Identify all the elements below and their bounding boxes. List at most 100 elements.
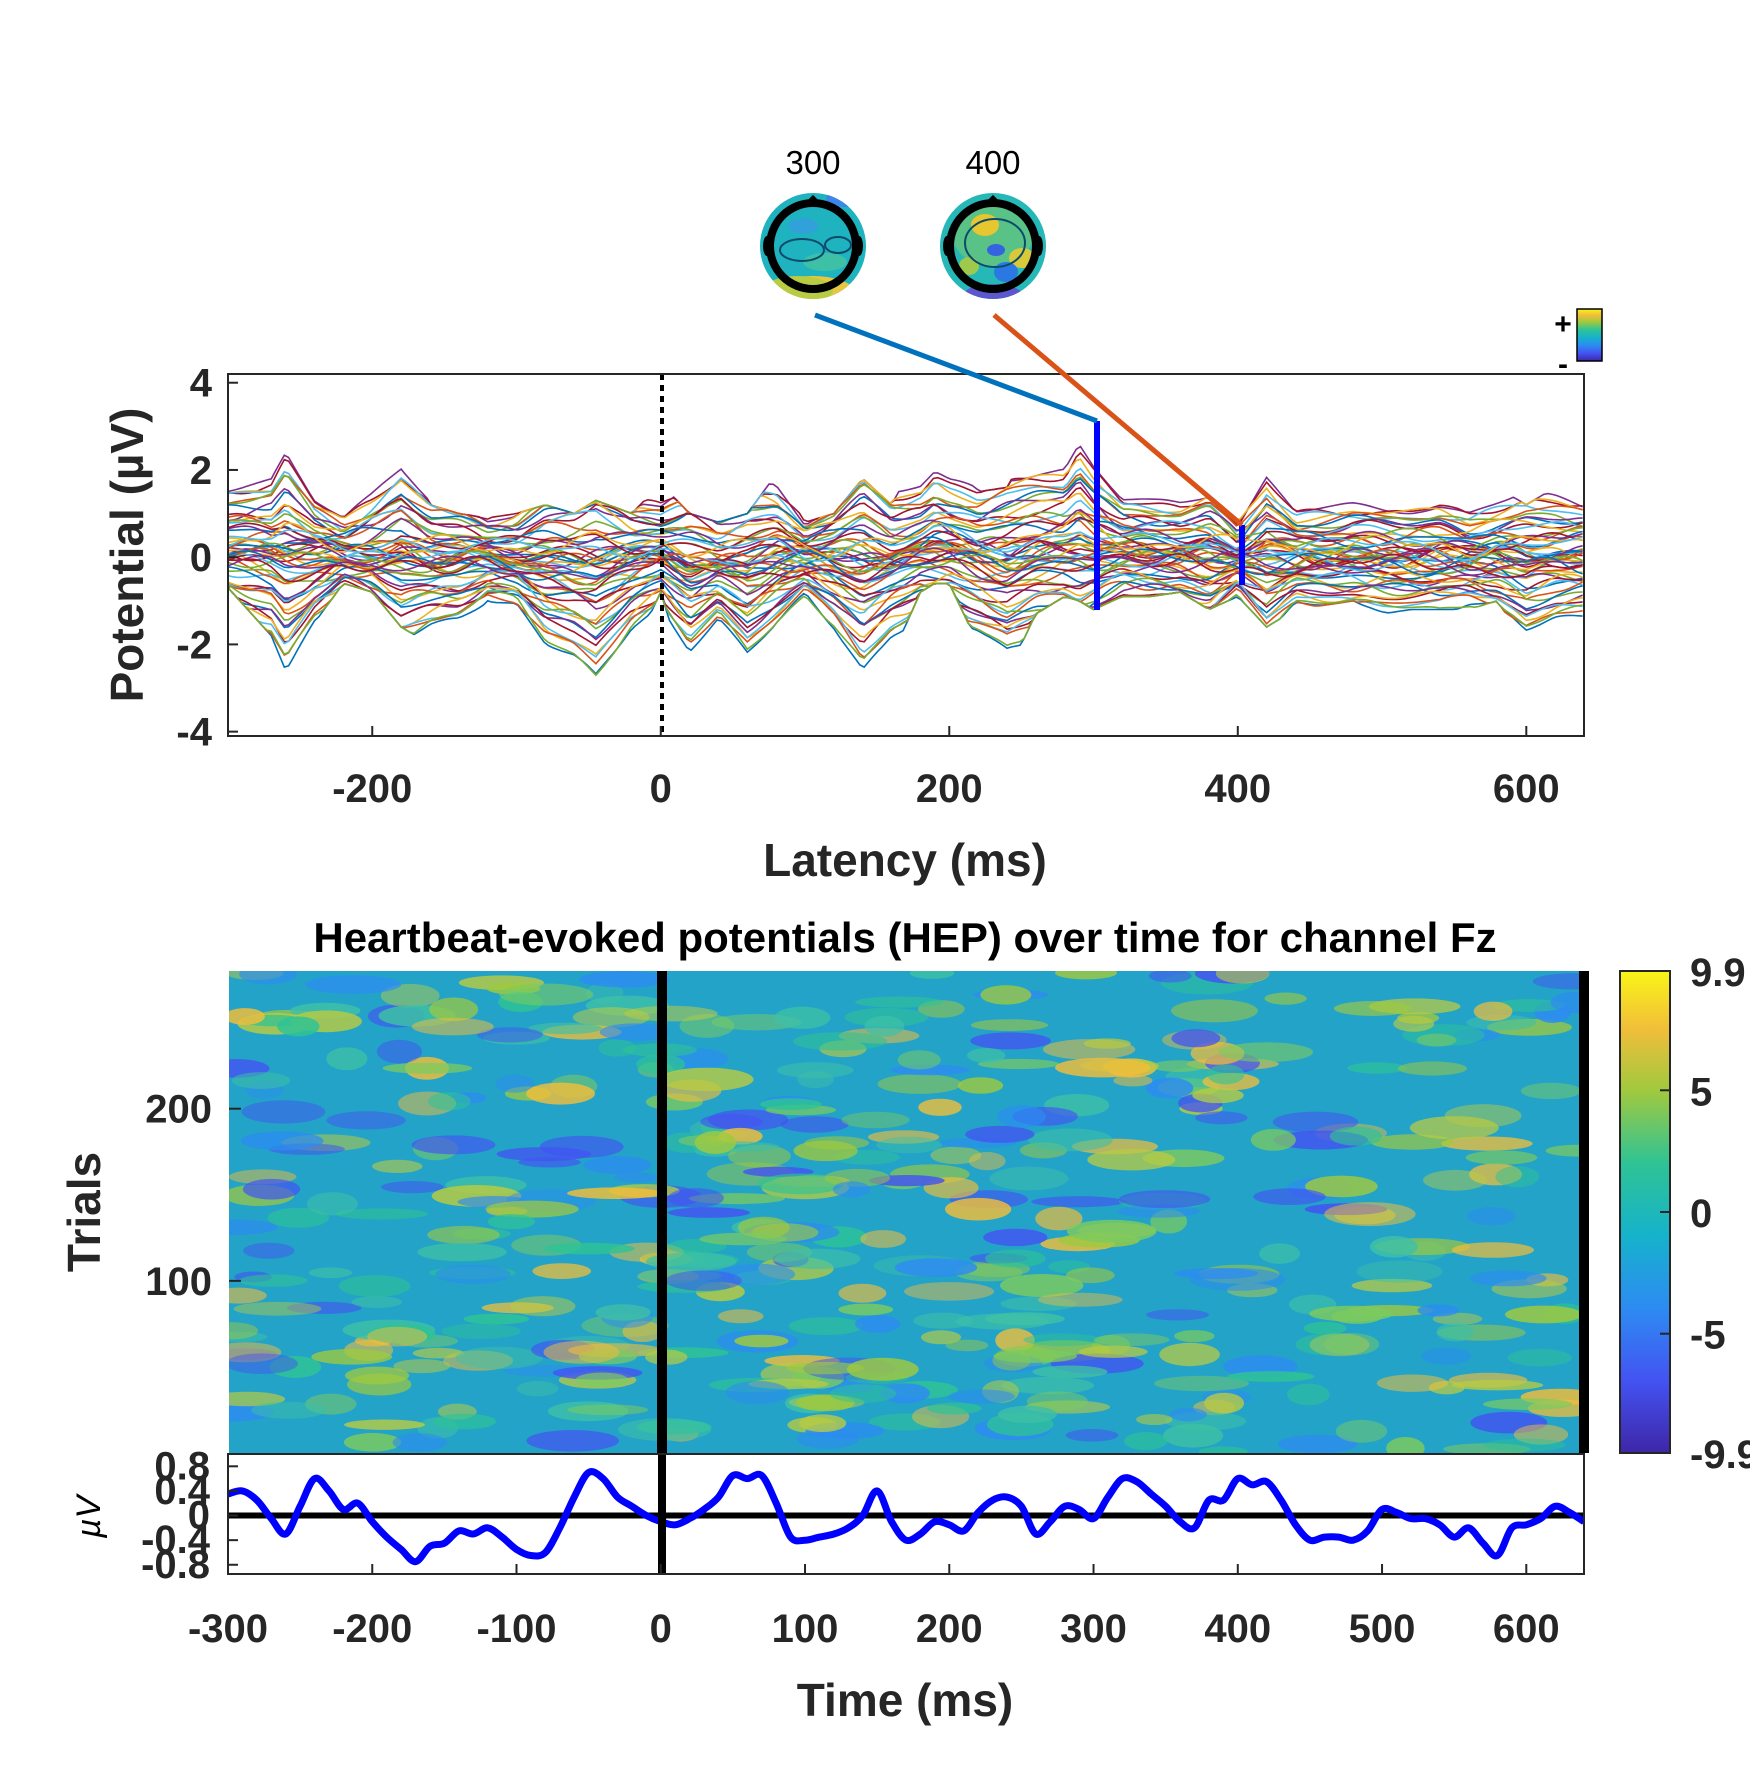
erpimage-blob: [485, 1200, 579, 1218]
channel-trace: [228, 547, 1583, 587]
erpimage-blob: [427, 1092, 471, 1111]
erpimage-blob: [1441, 1136, 1533, 1151]
erpimage-colorbar-ticks: 9.9 5 0 -5 -9.9: [1660, 951, 1750, 1477]
topoplot-connector-400: [992, 313, 1244, 527]
erpimage-blob: [1370, 1134, 1454, 1150]
butterfly-x-tick-label: -200: [332, 767, 412, 811]
erpimage-blob: [1347, 1062, 1407, 1074]
erpimage-blob: [1065, 1429, 1119, 1442]
erpimage-blob: [1451, 1379, 1544, 1391]
erpimage-blob: [1351, 1278, 1433, 1293]
channel-trace: [228, 579, 1583, 647]
erpimage-blob: [367, 1326, 428, 1347]
erpimage-blob: [242, 1178, 301, 1200]
channel-trace: [228, 546, 1583, 579]
erpimage-blob: [1148, 971, 1192, 983]
average-y-label: µV: [70, 1493, 108, 1540]
erpimage-blob: [326, 1047, 368, 1071]
average-x-tick-label: 600: [1493, 1607, 1560, 1651]
channel-trace: [228, 582, 1583, 677]
erpimage-blob: [311, 1349, 393, 1365]
erpimage-blob: [1001, 1376, 1095, 1395]
channel-trace: [228, 524, 1583, 562]
channel-trace: [228, 538, 1583, 572]
erpimage-blob: [305, 975, 402, 994]
erpimage-blob: [864, 1015, 905, 1037]
erpimage-blob: [1264, 992, 1307, 1005]
erpimage-blob: [694, 1131, 737, 1154]
erpimage-blob: [786, 1361, 865, 1375]
erpimage-blob: [544, 1242, 635, 1255]
erpimage-blob: [411, 1135, 496, 1155]
erpimage-blob: [829, 1384, 897, 1403]
erpimage-blob: [997, 1105, 1046, 1128]
erpimage-blob: [595, 1304, 651, 1321]
erpimage-blob: [287, 1301, 362, 1314]
average-y-tick-label: -0.8: [141, 1543, 210, 1587]
channel-trace: [228, 486, 1583, 545]
average-ticks: -300 -200 -100 0 100 200 300 400 500 600-0.8-0.40…: [141, 1444, 1560, 1651]
erpimage-blob: [846, 1357, 919, 1381]
topo-colorbar-plus: +: [1554, 308, 1572, 341]
erpimage-blob: [1119, 1190, 1211, 1208]
erpimage-blob: [614, 1172, 658, 1183]
butterfly-y-tick-label: -4: [176, 711, 212, 755]
erpimage-blob: [877, 1074, 962, 1094]
erpimage-blob: [308, 1267, 353, 1279]
erpimage-blob: [838, 1283, 887, 1303]
erpimage-blob: [526, 1430, 619, 1452]
erpimage-blob: [1483, 1438, 1566, 1452]
erpimage-blob: [667, 1207, 751, 1218]
erpimage-blob: [788, 1317, 864, 1336]
average-y-tick-label: 0.8: [154, 1444, 210, 1488]
butterfly-y-tick-label: 4: [190, 362, 213, 406]
erpimage-blob: [980, 985, 1032, 1005]
average-x-tick-label: -200: [332, 1607, 412, 1651]
channel-trace: [228, 481, 1583, 538]
erpimage-blob: [1393, 1015, 1435, 1032]
erpimage-blob: [229, 1391, 286, 1407]
average-x-tick-label: 400: [1204, 1607, 1271, 1651]
butterfly-ticks: -200 0 200 400 600 -4 -2 0 2 4: [176, 362, 1559, 811]
erpimage-blob: [1376, 1374, 1449, 1392]
erpimage-blob: [665, 1270, 742, 1291]
erpimage-blob: [717, 1309, 764, 1324]
erpimage-blob: [499, 983, 594, 1006]
erpimage-y-tick-label: 100: [145, 1260, 212, 1304]
erpimage-blob: [841, 1111, 910, 1129]
channel-trace: [228, 509, 1583, 551]
erpimage-y-label: Trials: [58, 1152, 110, 1272]
erpimage-blob: [567, 1404, 649, 1416]
erpimage-blob: [876, 1136, 942, 1154]
erpimage-blob: [267, 1207, 330, 1228]
erpimage-blob: [1250, 1129, 1296, 1151]
erpimage-blob: [487, 1214, 536, 1230]
erpimage-blob: [411, 1017, 494, 1036]
erpimage-blob: [1215, 971, 1270, 984]
erpimage-blob: [1333, 1001, 1412, 1016]
erpimage-blob: [1369, 1236, 1418, 1258]
erpimage-blob: [435, 1264, 511, 1284]
erpimage-blob: [532, 1263, 591, 1279]
erpimage-blob: [376, 1039, 422, 1064]
erpimage-blob: [777, 1062, 854, 1079]
erpimage-ticks: 100 200: [145, 1088, 241, 1304]
erpimage-blob: [1507, 1348, 1572, 1367]
erpimage-y-tick-label: 200: [145, 1088, 212, 1132]
erpimage-blob: [229, 1219, 278, 1235]
erpimage-blob: [482, 1031, 550, 1045]
erpimage-blob: [347, 1373, 412, 1396]
erpimage-blob: [1136, 1414, 1173, 1425]
erpimage-blob: [1295, 1333, 1361, 1356]
erpimage-blob: [1416, 1033, 1457, 1047]
channel-trace: [228, 546, 1583, 586]
erpimage-blob: [528, 1022, 602, 1035]
erpimage-blob: [1198, 1446, 1248, 1453]
topoplot-connector-300: [814, 312, 1098, 424]
erpimage-blob: [1505, 1305, 1583, 1324]
erpimage-blob: [920, 1330, 962, 1345]
erpimage-blob: [868, 1130, 940, 1144]
erpimage-blob: [1423, 1169, 1488, 1191]
butterfly-axes-box: [227, 373, 1585, 737]
erpimage-title: Heartbeat-evoked potentials (HEP) over t…: [313, 914, 1496, 961]
